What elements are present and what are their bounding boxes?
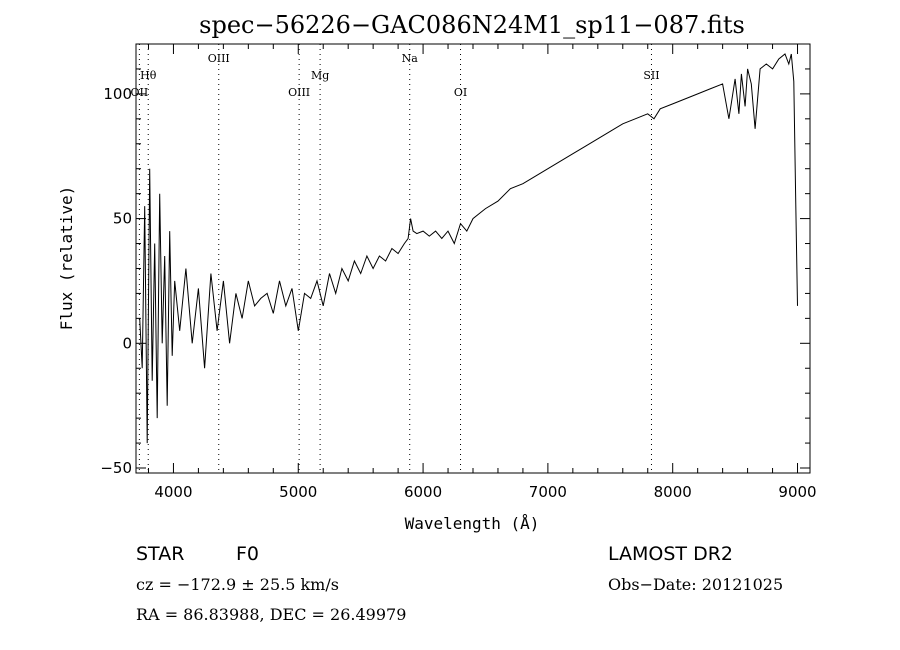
x-tick-label: 6000 [404, 483, 442, 501]
y-tick-label: −50 [100, 459, 132, 477]
redshift-velocity: cz = −172.9 ± 25.5 km/s [136, 575, 339, 594]
observation-date: Obs−Date: 20121025 [608, 575, 783, 594]
spectrum-line-0 [139, 53, 798, 444]
line-label-0: Hθ [140, 69, 157, 82]
x-tick-label: 7000 [529, 483, 567, 501]
line-label-6: OI [454, 86, 467, 99]
y-axis-label: Flux (relative) [57, 186, 76, 331]
plot-frame [135, 43, 811, 474]
y-tick-label: 50 [113, 210, 132, 228]
line-label-4: Mg [311, 69, 329, 82]
survey-name: LAMOST DR2 [608, 543, 733, 565]
line-label-3: OIII [288, 86, 310, 99]
line-label-1: OII [131, 86, 149, 99]
chart-title: spec−56226−GAC086N24M1_sp11−087.fits [199, 11, 745, 39]
axis-ticks: 4000 5000 6000 7000 8000 9000 −50 0 50 100 [100, 43, 817, 501]
x-tick-label: 5000 [279, 483, 317, 501]
object-subclass: F0 [236, 543, 259, 565]
sky-coordinates: RA = 86.83988, DEC = 26.49979 [136, 605, 406, 624]
line-label-5: Na [402, 52, 419, 65]
spectrum-series [139, 53, 798, 444]
line-label-7: SII [643, 69, 659, 82]
y-tick-label: 0 [122, 334, 132, 352]
object-class: STAR [136, 543, 184, 565]
x-axis-label: Wavelength (Å) [405, 514, 540, 533]
y-tick-label: 100 [103, 85, 132, 103]
x-tick-label: 9000 [778, 483, 816, 501]
x-tick-label: 8000 [654, 483, 692, 501]
line-label-2: OIII [208, 52, 230, 65]
x-tick-label: 4000 [154, 483, 192, 501]
